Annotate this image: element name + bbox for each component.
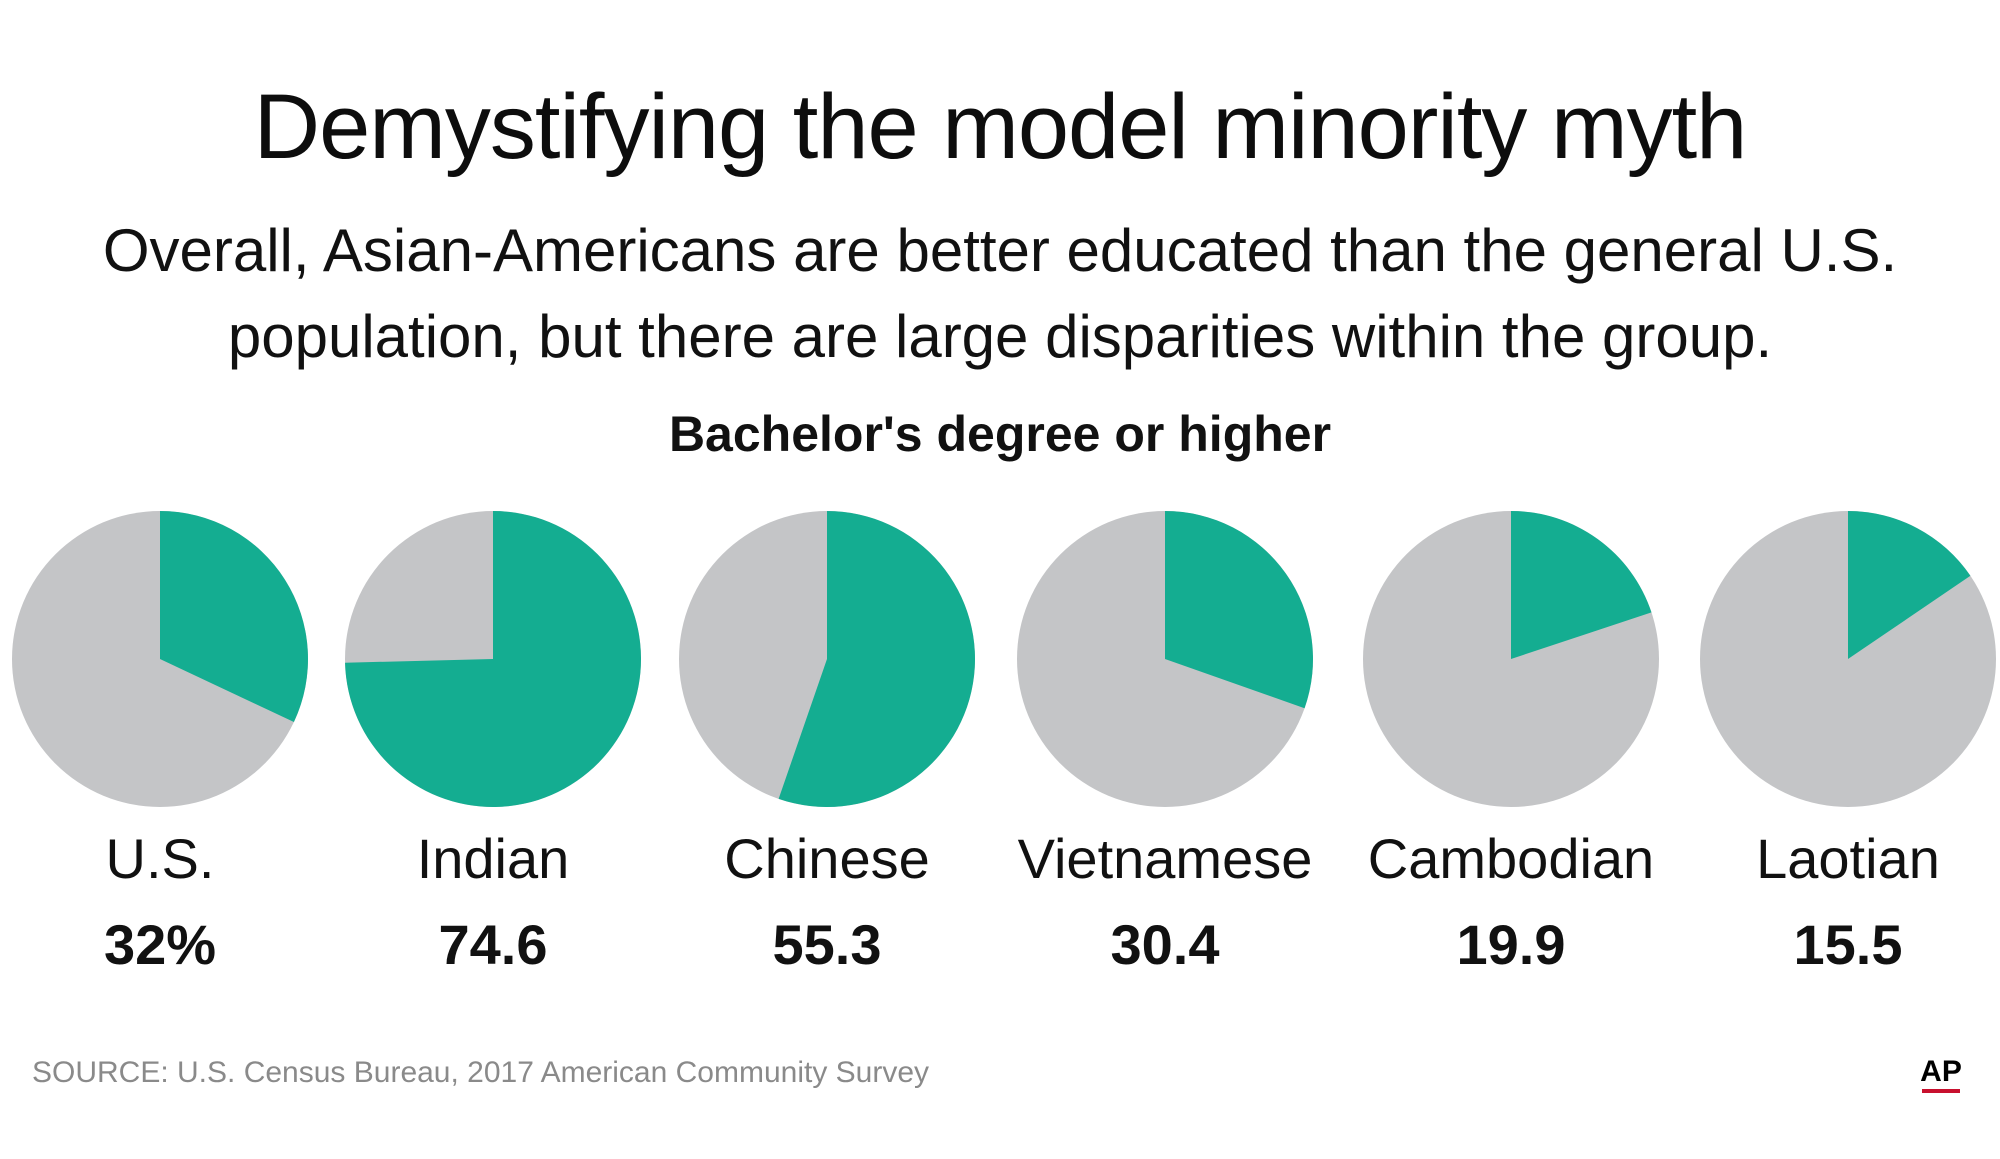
subtitle-line-2: population, but there are large disparit… — [227, 303, 1773, 370]
source-note: SOURCE: U.S. Census Bureau, 2017 America… — [32, 1056, 930, 1089]
pie-value-cambodian: 19.9 — [1456, 913, 1566, 976]
pie-label-u-s: U.S. — [105, 827, 215, 890]
pie-group-title: Bachelor's degree or higher — [668, 406, 1332, 462]
pie-slice-indian — [345, 511, 642, 807]
pie-label-laotian: Laotian — [1756, 827, 1940, 890]
ap-logo: AP — [1917, 1055, 1965, 1093]
ap-logo-text: AP — [1920, 1055, 1962, 1088]
pie-value-laotian: 15.5 — [1793, 913, 1903, 976]
pie-label-indian: Indian — [416, 827, 570, 890]
pie-slice-cambodian — [1511, 511, 1652, 659]
subtitle-line-1: Overall, Asian-Americans are better educ… — [102, 217, 1898, 284]
pie-value-indian: 74.6 — [438, 913, 548, 976]
pie-label-cambodian: Cambodian — [1367, 827, 1655, 890]
ap-logo-bar — [1922, 1089, 1960, 1093]
chart-title-heading: Demystifying the model minority myth — [253, 76, 1748, 178]
pie-value-vietnamese: 30.4 — [1110, 913, 1220, 976]
chart-subtitle: Overall, Asian-Americans are better educ… — [40, 208, 1960, 380]
pie-label-chinese: Chinese — [724, 827, 930, 890]
pie-slice-vietnamese — [1165, 511, 1313, 709]
pie-value-u-s: 32% — [103, 913, 217, 976]
pie-label-vietnamese: Vietnamese — [1017, 827, 1313, 890]
pie-slice-u-s — [160, 511, 308, 723]
pie-slice-chinese — [778, 511, 975, 807]
pie-slice-laotian — [1848, 511, 1971, 659]
pie-value-chinese: 55.3 — [772, 913, 882, 976]
